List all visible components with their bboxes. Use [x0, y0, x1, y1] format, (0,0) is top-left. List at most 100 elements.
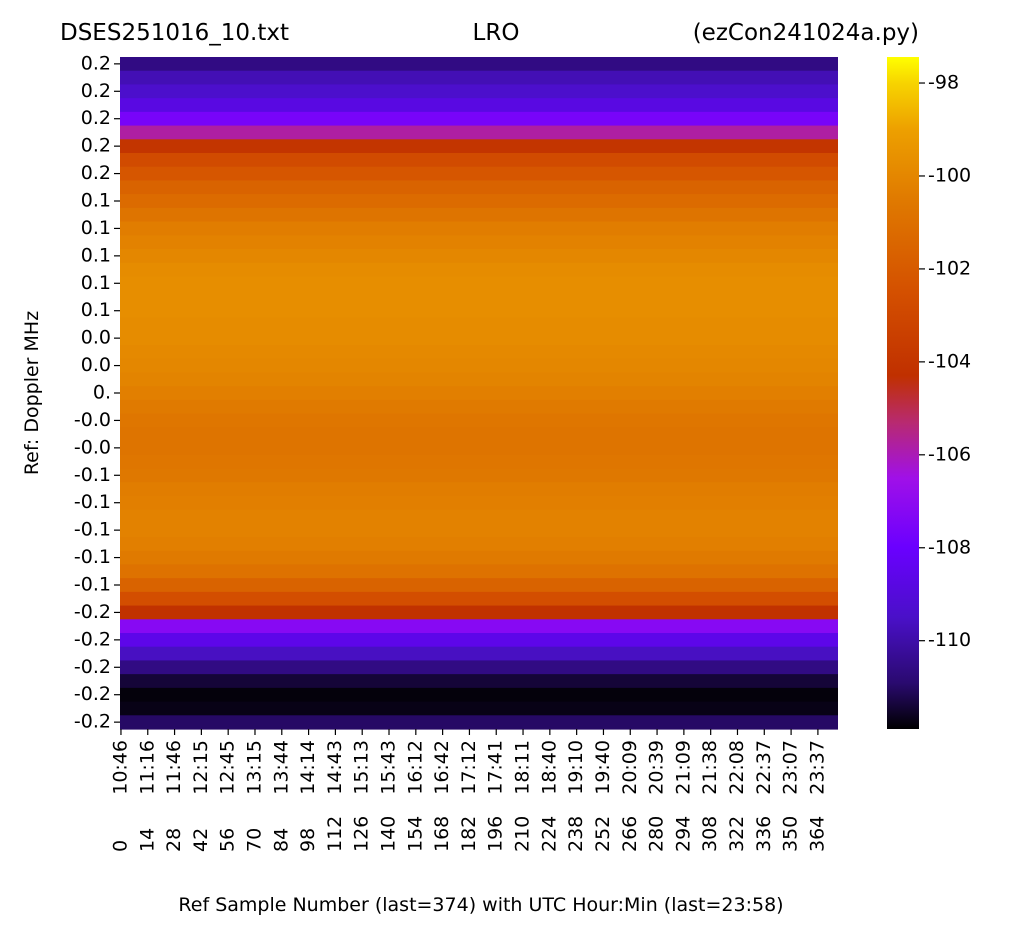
x-tick-sample: 84: [270, 828, 292, 852]
y-tick-label: 0.2: [81, 135, 111, 157]
heatmap-row: [120, 687, 838, 703]
heatmap-row: [120, 509, 838, 524]
y-tick-label: 0.: [93, 382, 111, 404]
y-tick-label: -0.1: [74, 519, 111, 541]
y-tick-label: 0.1: [81, 217, 111, 239]
colorbar-tick-label: -108: [928, 536, 971, 558]
title-right: (ezCon241024a.py): [693, 20, 919, 46]
x-tick-time: 16:42: [431, 740, 453, 795]
heatmap-row: [120, 276, 838, 291]
y-tick-label: 0.1: [81, 244, 111, 266]
heatmap-row: [120, 633, 838, 648]
heatmap-row: [120, 660, 838, 675]
heatmap-row: [120, 358, 838, 374]
x-tick-sample: 154: [404, 816, 426, 852]
y-tick-label: 0.1: [81, 299, 111, 321]
x-tick-time: 13:15: [243, 740, 265, 795]
heatmap-row: [120, 578, 838, 593]
x-tick-sample: 182: [458, 816, 480, 852]
x-tick-time: 12:15: [190, 740, 212, 795]
title-center: LRO: [473, 20, 520, 46]
x-tick-time: 14:43: [324, 740, 346, 795]
heatmap-row: [120, 674, 838, 689]
heatmap-row: [120, 221, 838, 236]
x-tick-time: 23:37: [806, 740, 828, 795]
x-tick-sample: 126: [351, 816, 373, 852]
heatmap-row: [120, 207, 838, 223]
x-tick-sample: 98: [297, 828, 319, 852]
x-tick-sample: 42: [190, 828, 212, 852]
x-tick-time: 21:38: [699, 740, 721, 795]
x-tick-time: 14:14: [297, 740, 319, 795]
heatmap-row: [120, 111, 838, 127]
y-tick-label: -0.2: [74, 683, 111, 705]
heatmap-row: [120, 57, 838, 72]
x-tick-sample: 238: [565, 816, 587, 852]
x-tick-time: 19:10: [565, 740, 587, 795]
x-tick-sample: 252: [592, 816, 614, 852]
x-tick-time: 15:43: [378, 740, 400, 795]
heatmap-row: [120, 345, 838, 360]
heatmap-row: [120, 454, 838, 470]
heatmap-row: [120, 194, 838, 209]
x-tick-sample: 168: [431, 816, 453, 852]
x-tick-sample: 350: [780, 816, 802, 852]
x-tick-time: 16:12: [404, 740, 426, 795]
y-tick-label: 0.1: [81, 190, 111, 212]
x-tick-sample: 70: [243, 828, 265, 852]
heatmap-row: [120, 591, 838, 607]
heatmap-row: [120, 98, 838, 113]
x-tick-sample: 112: [324, 816, 346, 852]
x-tick-time: 20:09: [619, 740, 641, 795]
heatmap-row: [120, 84, 838, 99]
x-tick-time: 21:09: [672, 740, 694, 795]
colorbar-tick-label: -102: [928, 257, 971, 279]
x-tick-time: 18:40: [538, 740, 560, 795]
heatmap-row: [120, 482, 838, 497]
y-tick-label: -0.1: [74, 464, 111, 486]
heatmap-row: [120, 303, 838, 319]
colorbar-tick-label: -110: [928, 629, 971, 651]
x-tick-sample: 210: [512, 816, 534, 852]
x-tick-time: 12:45: [217, 740, 239, 795]
y-tick-label: -0.0: [74, 436, 111, 458]
x-tick-sample: 28: [163, 828, 185, 852]
heatmap-row: [120, 262, 838, 278]
y-tick-label: -0.2: [74, 601, 111, 623]
x-tick-sample: 224: [538, 816, 560, 852]
x-tick-sample: 294: [672, 816, 694, 852]
x-tick-sample: 322: [726, 816, 748, 852]
heatmap-row: [120, 139, 838, 154]
x-tick-sample: 308: [699, 816, 721, 852]
heatmap-row: [120, 537, 838, 552]
colorbar-tick-label: -104: [928, 350, 971, 372]
colorbar-tick-label: -98: [928, 72, 959, 94]
x-tick-sample: 364: [806, 816, 828, 852]
heatmap-row: [120, 413, 838, 428]
heatmap-row: [120, 523, 838, 538]
y-axis-label: Ref: Doppler MHz: [21, 311, 43, 475]
y-tick-label: -0.2: [74, 656, 111, 678]
heatmap-row: [120, 125, 838, 140]
x-tick-time: 22:08: [726, 740, 748, 795]
y-tick-label: 0.2: [81, 107, 111, 129]
heatmap-row: [120, 550, 838, 566]
y-tick-label: 0.0: [81, 327, 111, 349]
x-tick-time: 11:46: [163, 740, 185, 795]
heatmap-row: [120, 290, 838, 305]
x-tick-time: 18:11: [512, 740, 534, 795]
heatmap-row: [120, 495, 838, 511]
x-tick-time: 23:07: [780, 740, 802, 795]
y-tick-label: -0.0: [74, 409, 111, 431]
x-tick-time: 11:16: [136, 740, 158, 795]
x-tick-sample: 266: [619, 816, 641, 852]
y-tick-label: -0.1: [74, 546, 111, 568]
y-tick-label: 0.1: [81, 272, 111, 294]
y-tick-label: -0.1: [74, 491, 111, 513]
heatmap-row: [120, 317, 838, 332]
heatmap-row: [120, 399, 838, 415]
heatmap-row: [120, 386, 838, 401]
heatmap-row: [120, 619, 838, 634]
heatmap-row: [120, 331, 838, 346]
heatmap-row: [120, 701, 838, 716]
